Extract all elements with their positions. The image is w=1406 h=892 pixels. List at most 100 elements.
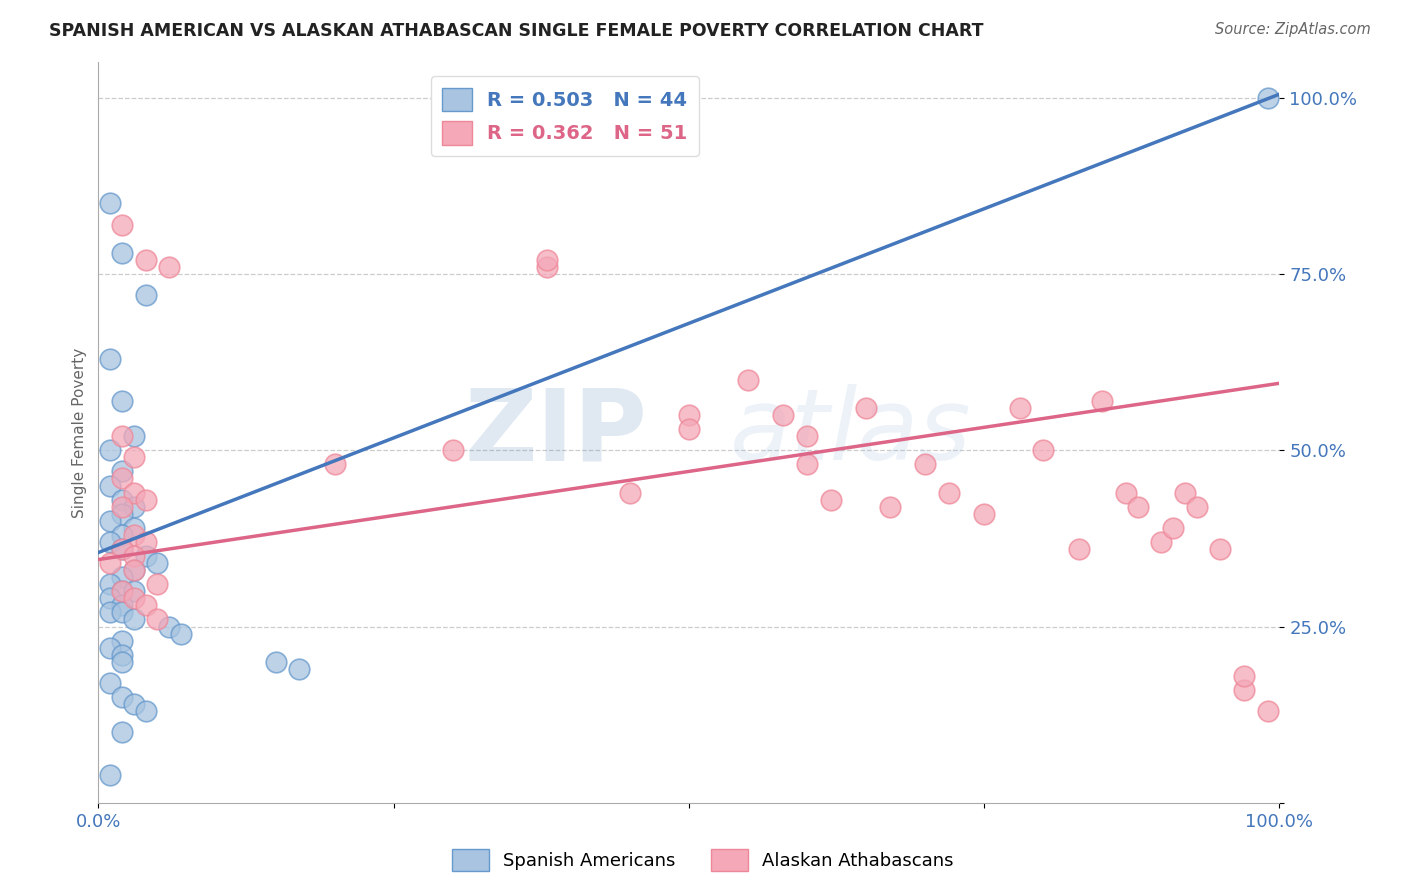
Point [1067, 541, 1090, 556]
Point [855, 401, 877, 415]
Point [111, 492, 134, 507]
Point [111, 500, 134, 514]
Point [1174, 485, 1197, 500]
Point [111, 599, 134, 613]
Point [122, 528, 145, 542]
Point [1126, 500, 1149, 514]
Point [111, 245, 134, 260]
Point [122, 500, 145, 514]
Point [1032, 443, 1054, 458]
Point [1209, 541, 1232, 556]
Point [170, 626, 193, 640]
Text: Source: ZipAtlas.com: Source: ZipAtlas.com [1215, 22, 1371, 37]
Point [157, 619, 180, 633]
Point [98, 577, 121, 591]
Point [1257, 91, 1279, 105]
Point [1115, 485, 1137, 500]
Point [772, 408, 794, 422]
Point [98, 196, 121, 211]
Point [98, 478, 121, 492]
Point [796, 458, 818, 472]
Point [678, 408, 700, 422]
Point [1233, 683, 1256, 698]
Point [1257, 704, 1279, 718]
Point [111, 464, 134, 478]
Point [122, 697, 145, 711]
Point [820, 492, 842, 507]
Point [1161, 521, 1184, 535]
Point [111, 528, 134, 542]
Point [135, 599, 157, 613]
Point [98, 676, 121, 690]
Point [111, 429, 134, 443]
Legend: R = 0.503   N = 44, R = 0.362   N = 51: R = 0.503 N = 44, R = 0.362 N = 51 [430, 76, 699, 156]
Point [146, 577, 169, 591]
Point [441, 443, 464, 458]
Point [879, 500, 901, 514]
Point [135, 704, 157, 718]
Point [111, 633, 134, 648]
Point [619, 485, 641, 500]
Point [157, 260, 180, 274]
Point [111, 655, 134, 669]
Point [111, 648, 134, 662]
Point [98, 443, 121, 458]
Point [111, 393, 134, 408]
Point [135, 492, 157, 507]
Point [111, 584, 134, 599]
Text: ZIP: ZIP [465, 384, 648, 481]
Point [122, 450, 145, 465]
Point [1185, 500, 1208, 514]
Point [973, 507, 995, 521]
Point [737, 373, 759, 387]
Point [98, 556, 121, 570]
Point [536, 260, 558, 274]
Point [111, 570, 134, 584]
Y-axis label: Single Female Poverty: Single Female Poverty [72, 348, 87, 517]
Point [796, 429, 818, 443]
Point [122, 429, 145, 443]
Point [111, 471, 134, 485]
Point [146, 556, 169, 570]
Point [98, 351, 121, 366]
Point [1150, 535, 1173, 549]
Point [135, 535, 157, 549]
Point [323, 458, 346, 472]
Text: atlas: atlas [730, 384, 972, 481]
Point [98, 606, 121, 620]
Point [111, 541, 134, 556]
Point [146, 612, 169, 626]
Point [98, 767, 121, 781]
Point [98, 640, 121, 655]
Point [135, 252, 157, 267]
Point [98, 535, 121, 549]
Point [122, 521, 145, 535]
Point [111, 690, 134, 704]
Point [98, 514, 121, 528]
Point [122, 591, 145, 606]
Point [536, 252, 558, 267]
Point [264, 655, 287, 669]
Legend: Spanish Americans, Alaskan Athabascans: Spanish Americans, Alaskan Athabascans [446, 842, 960, 879]
Point [111, 725, 134, 739]
Point [98, 591, 121, 606]
Point [1008, 401, 1031, 415]
Point [122, 549, 145, 563]
Point [122, 584, 145, 599]
Point [678, 422, 700, 436]
Text: SPANISH AMERICAN VS ALASKAN ATHABASCAN SINGLE FEMALE POVERTY CORRELATION CHART: SPANISH AMERICAN VS ALASKAN ATHABASCAN S… [49, 22, 984, 40]
Point [938, 485, 960, 500]
Point [111, 584, 134, 599]
Point [122, 563, 145, 577]
Point [914, 458, 936, 472]
Point [135, 549, 157, 563]
Point [288, 662, 311, 676]
Point [122, 485, 145, 500]
Point [122, 612, 145, 626]
Point [111, 507, 134, 521]
Point [111, 218, 134, 232]
Point [111, 606, 134, 620]
Point [111, 541, 134, 556]
Point [1091, 393, 1114, 408]
Point [1233, 669, 1256, 683]
